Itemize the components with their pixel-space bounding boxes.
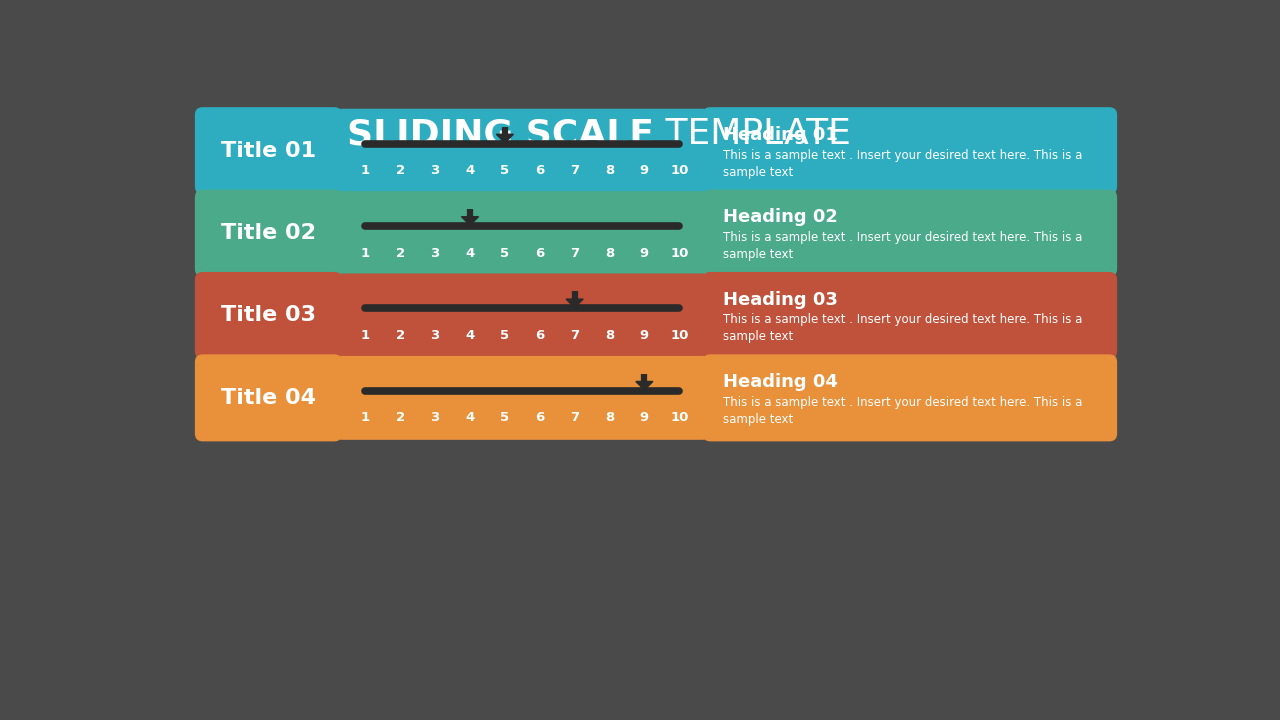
FancyBboxPatch shape (335, 356, 709, 440)
Text: 6: 6 (535, 247, 544, 260)
Text: Heading 03: Heading 03 (723, 291, 837, 309)
Text: This is a sample text . Insert your desired text here. This is a
sample text: This is a sample text . Insert your desi… (723, 396, 1082, 426)
Text: 5: 5 (500, 164, 509, 177)
Text: 5: 5 (500, 329, 509, 342)
Text: 10: 10 (669, 411, 689, 424)
Text: 8: 8 (605, 247, 614, 260)
FancyBboxPatch shape (335, 274, 709, 357)
Text: TEMPLATE: TEMPLATE (654, 117, 851, 151)
Text: 9: 9 (640, 329, 649, 342)
FancyBboxPatch shape (703, 189, 1117, 276)
Text: Title 01: Title 01 (221, 140, 316, 161)
FancyBboxPatch shape (195, 354, 342, 441)
Polygon shape (497, 135, 513, 143)
Polygon shape (636, 382, 653, 390)
Text: 3: 3 (430, 411, 440, 424)
FancyBboxPatch shape (335, 191, 709, 275)
Text: This is a sample text . Insert your desired text here. This is a
sample text: This is a sample text . Insert your desi… (723, 231, 1082, 261)
Text: 4: 4 (466, 411, 475, 424)
Text: This is a sample text . Insert your desired text here. This is a
sample text: This is a sample text . Insert your desi… (723, 148, 1082, 179)
Text: 2: 2 (396, 411, 404, 424)
Text: 2: 2 (396, 164, 404, 177)
Text: This is a sample text . Insert your desired text here. This is a
sample text: This is a sample text . Insert your desi… (723, 313, 1082, 343)
Text: 3: 3 (430, 247, 440, 260)
FancyBboxPatch shape (703, 107, 1117, 194)
Text: 3: 3 (430, 329, 440, 342)
Text: 10: 10 (669, 247, 689, 260)
Text: Heading 01: Heading 01 (723, 126, 837, 144)
Text: 3: 3 (430, 164, 440, 177)
Text: 4: 4 (466, 247, 475, 260)
Text: Title 03: Title 03 (221, 305, 316, 325)
Text: 7: 7 (570, 411, 579, 424)
Text: 8: 8 (605, 411, 614, 424)
FancyBboxPatch shape (195, 189, 342, 276)
Text: 1: 1 (361, 247, 370, 260)
FancyBboxPatch shape (335, 109, 709, 193)
FancyBboxPatch shape (195, 272, 342, 359)
Text: 4: 4 (466, 329, 475, 342)
FancyBboxPatch shape (703, 272, 1117, 359)
Text: 1: 1 (361, 329, 370, 342)
Text: 8: 8 (605, 329, 614, 342)
Text: 2: 2 (396, 329, 404, 342)
Text: SLIDING SCALE: SLIDING SCALE (347, 117, 654, 151)
Polygon shape (566, 299, 584, 307)
Text: 10: 10 (669, 329, 689, 342)
Text: 10: 10 (669, 164, 689, 177)
Text: 9: 9 (640, 411, 649, 424)
Text: 6: 6 (535, 329, 544, 342)
Text: Title 02: Title 02 (221, 223, 316, 243)
Text: 9: 9 (640, 164, 649, 177)
Text: 7: 7 (570, 164, 579, 177)
Text: 5: 5 (500, 411, 509, 424)
Text: 6: 6 (535, 164, 544, 177)
FancyBboxPatch shape (195, 107, 342, 194)
Text: 1: 1 (361, 164, 370, 177)
Text: 7: 7 (570, 329, 579, 342)
Text: Heading 02: Heading 02 (723, 208, 837, 226)
FancyBboxPatch shape (703, 354, 1117, 441)
Polygon shape (462, 217, 479, 225)
Text: Heading 04: Heading 04 (723, 373, 837, 391)
Text: 7: 7 (570, 247, 579, 260)
Text: 9: 9 (640, 247, 649, 260)
Text: 6: 6 (535, 411, 544, 424)
Text: 2: 2 (396, 247, 404, 260)
Text: 5: 5 (500, 247, 509, 260)
Text: 1: 1 (361, 411, 370, 424)
Text: 4: 4 (466, 164, 475, 177)
Text: Title 04: Title 04 (221, 388, 316, 408)
Text: 8: 8 (605, 164, 614, 177)
